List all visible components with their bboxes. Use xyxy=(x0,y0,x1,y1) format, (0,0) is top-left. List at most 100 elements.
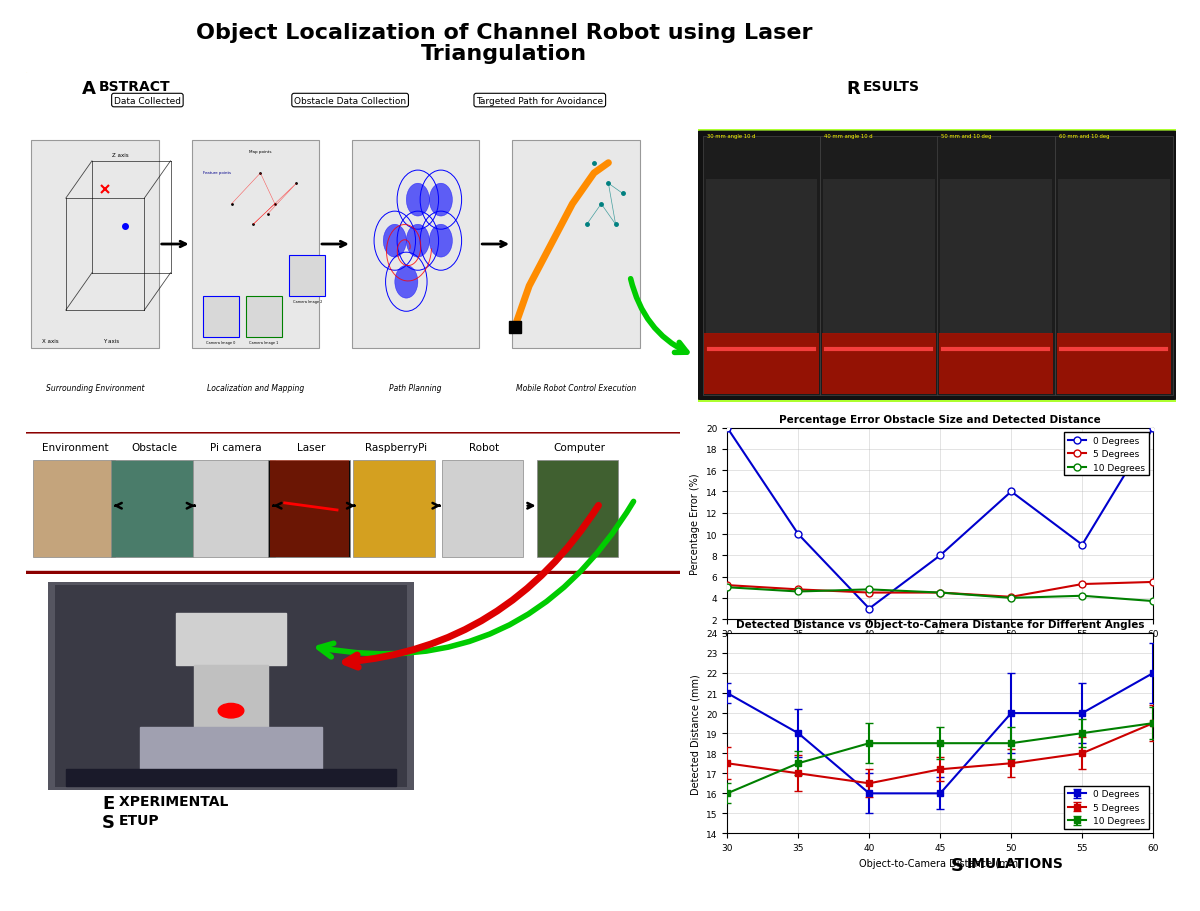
Text: Surrounding Environment: Surrounding Environment xyxy=(46,384,144,393)
Text: Y axis: Y axis xyxy=(103,339,120,344)
FancyBboxPatch shape xyxy=(353,460,436,558)
FancyBboxPatch shape xyxy=(823,179,935,335)
Legend: 0 Degrees, 5 Degrees, 10 Degrees: 0 Degrees, 5 Degrees, 10 Degrees xyxy=(1064,786,1148,829)
FancyBboxPatch shape xyxy=(193,460,275,558)
FancyBboxPatch shape xyxy=(536,460,618,558)
Text: BSTRACT: BSTRACT xyxy=(98,80,170,94)
0 Degrees xyxy=(862,603,876,614)
5 Degrees xyxy=(862,588,876,599)
Text: Data Collected: Data Collected xyxy=(114,97,181,106)
Y-axis label: Percentage Error (%): Percentage Error (%) xyxy=(690,473,701,575)
Line: 10 Degrees: 10 Degrees xyxy=(724,584,1157,605)
FancyBboxPatch shape xyxy=(7,431,700,575)
FancyBboxPatch shape xyxy=(31,141,158,348)
X-axis label: Object-to-Camera Distance (mm): Object-to-Camera Distance (mm) xyxy=(859,858,1021,868)
Text: 50 mm and 10 deg: 50 mm and 10 deg xyxy=(941,133,991,138)
0 Degrees xyxy=(1146,423,1160,434)
Text: Path Planning: Path Planning xyxy=(389,384,442,393)
Text: Targeted Path for Avoidance: Targeted Path for Avoidance xyxy=(476,97,604,106)
Text: Camera Image 0: Camera Image 0 xyxy=(206,341,235,345)
10 Degrees xyxy=(720,582,734,593)
5 Degrees xyxy=(1004,592,1019,603)
Text: 30 mm angle 10 d: 30 mm angle 10 d xyxy=(707,133,755,138)
FancyBboxPatch shape xyxy=(32,460,115,558)
Text: Environment: Environment xyxy=(42,443,109,453)
FancyBboxPatch shape xyxy=(270,460,349,558)
Text: Camera Image 2: Camera Image 2 xyxy=(293,300,322,304)
0 Degrees xyxy=(791,529,805,540)
FancyBboxPatch shape xyxy=(704,333,818,394)
Circle shape xyxy=(430,184,452,217)
0 Degrees xyxy=(1075,539,1090,550)
Legend: 0 Degrees, 5 Degrees, 10 Degrees: 0 Degrees, 5 Degrees, 10 Degrees xyxy=(1064,433,1148,476)
FancyBboxPatch shape xyxy=(269,460,350,558)
5 Degrees xyxy=(1075,579,1090,590)
10 Degrees xyxy=(934,588,948,599)
Text: S: S xyxy=(950,856,964,875)
5 Degrees xyxy=(791,584,805,595)
Text: IMULATIONS: IMULATIONS xyxy=(967,856,1064,870)
Circle shape xyxy=(395,266,418,299)
FancyBboxPatch shape xyxy=(1056,333,1171,394)
FancyBboxPatch shape xyxy=(940,179,1052,335)
10 Degrees xyxy=(862,584,876,595)
Line: 5 Degrees: 5 Degrees xyxy=(724,578,1157,600)
FancyBboxPatch shape xyxy=(694,128,1181,404)
Circle shape xyxy=(407,184,430,217)
Bar xyxy=(203,297,239,338)
10 Degrees xyxy=(1075,590,1090,601)
FancyBboxPatch shape xyxy=(938,333,1054,394)
FancyBboxPatch shape xyxy=(706,179,817,335)
Text: RaspberryPi: RaspberryPi xyxy=(365,443,427,453)
Text: ESULTS: ESULTS xyxy=(863,80,919,94)
Bar xyxy=(289,256,325,297)
0 Degrees xyxy=(1004,486,1019,497)
FancyBboxPatch shape xyxy=(512,141,640,348)
Title: Detected Distance vs Object-to-Camera Distance for Different Angles: Detected Distance vs Object-to-Camera Di… xyxy=(736,619,1145,630)
5 Degrees xyxy=(720,580,734,591)
Y-axis label: Detected Distance (mm): Detected Distance (mm) xyxy=(690,673,701,793)
5 Degrees xyxy=(1146,577,1160,588)
Text: XPERIMENTAL: XPERIMENTAL xyxy=(119,794,233,808)
FancyBboxPatch shape xyxy=(1055,137,1172,395)
Text: Camera Image 1: Camera Image 1 xyxy=(250,341,278,345)
X-axis label: Object-to-Camera Distance (mm): Object-to-Camera Distance (mm) xyxy=(859,644,1021,654)
Text: Obstacle: Obstacle xyxy=(131,443,176,453)
Circle shape xyxy=(407,225,430,258)
Text: Map points: Map points xyxy=(250,150,271,154)
Text: X axis: X axis xyxy=(42,339,59,344)
FancyBboxPatch shape xyxy=(1058,179,1170,335)
Text: R: R xyxy=(846,80,859,98)
10 Degrees xyxy=(1004,593,1019,604)
Polygon shape xyxy=(66,769,396,785)
Text: E: E xyxy=(102,794,114,813)
Circle shape xyxy=(383,225,407,258)
FancyBboxPatch shape xyxy=(192,141,319,348)
Text: Localization and Mapping: Localization and Mapping xyxy=(206,384,304,393)
FancyBboxPatch shape xyxy=(703,137,820,395)
Line: 0 Degrees: 0 Degrees xyxy=(724,425,1157,612)
Text: Mobile Robot Control Execution: Mobile Robot Control Execution xyxy=(516,384,636,393)
FancyBboxPatch shape xyxy=(112,460,193,558)
Text: Obstacle Data Collection: Obstacle Data Collection xyxy=(294,97,406,106)
Text: 40 mm angle 10 d: 40 mm angle 10 d xyxy=(824,133,872,138)
Text: Triangulation: Triangulation xyxy=(421,44,587,64)
0 Degrees xyxy=(934,550,948,561)
FancyBboxPatch shape xyxy=(820,137,937,395)
Text: Object Localization of Channel Robot using Laser: Object Localization of Channel Robot usi… xyxy=(196,23,812,43)
Polygon shape xyxy=(139,728,323,780)
Bar xyxy=(246,297,282,338)
FancyBboxPatch shape xyxy=(55,585,407,787)
Text: S: S xyxy=(102,813,115,831)
Text: Computer: Computer xyxy=(553,443,605,453)
FancyBboxPatch shape xyxy=(442,460,523,558)
Text: Laser: Laser xyxy=(296,443,325,453)
10 Degrees xyxy=(1146,596,1160,607)
Text: ETUP: ETUP xyxy=(119,813,160,826)
0 Degrees xyxy=(720,423,734,434)
Text: Feature points: Feature points xyxy=(203,170,230,175)
Text: Z axis: Z axis xyxy=(112,153,128,159)
Circle shape xyxy=(430,225,452,258)
10 Degrees xyxy=(791,587,805,598)
FancyBboxPatch shape xyxy=(352,141,479,348)
